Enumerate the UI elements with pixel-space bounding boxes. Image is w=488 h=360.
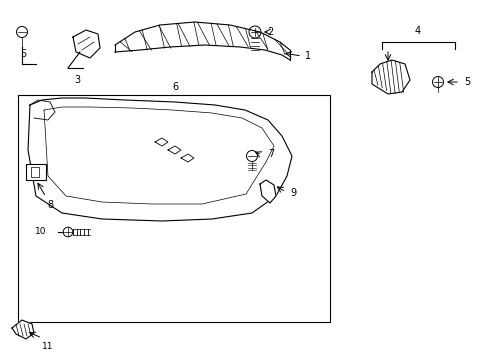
Bar	[26, 164, 46, 180]
Text: 6: 6	[172, 82, 178, 92]
Text: 4: 4	[414, 26, 420, 36]
Polygon shape	[12, 320, 34, 339]
Text: 10: 10	[35, 228, 46, 237]
Bar	[18, 95, 329, 322]
Text: 11: 11	[42, 342, 54, 351]
Text: 8: 8	[47, 200, 53, 210]
Bar	[31, 167, 39, 177]
Text: 9: 9	[289, 188, 296, 198]
Text: 2: 2	[267, 27, 273, 37]
Text: 5: 5	[463, 77, 469, 87]
Text: 1: 1	[305, 51, 310, 61]
Polygon shape	[260, 180, 275, 203]
Text: 5: 5	[20, 49, 26, 59]
Text: 3: 3	[74, 75, 80, 85]
Text: 7: 7	[267, 149, 274, 159]
